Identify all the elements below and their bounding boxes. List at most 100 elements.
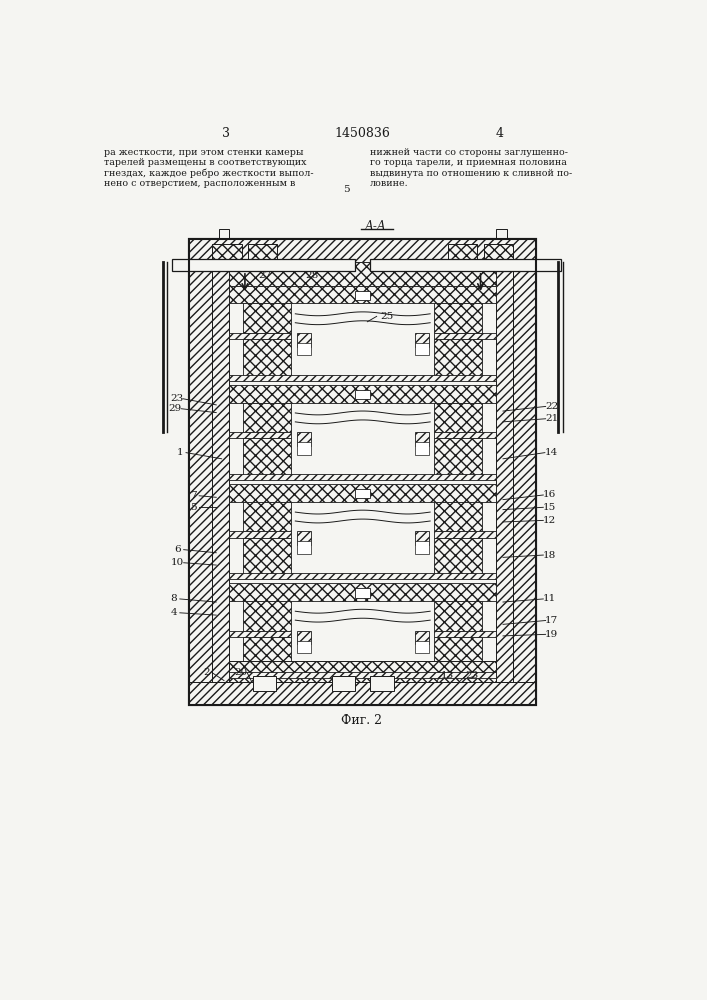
Bar bbox=[230, 333, 291, 339]
Bar bbox=[414, 432, 428, 446]
Bar bbox=[243, 403, 291, 432]
Text: тарелей размещены в соответствующих: тарелей размещены в соответствующих bbox=[104, 158, 306, 167]
Bar bbox=[230, 474, 496, 480]
Bar bbox=[230, 375, 496, 381]
Text: 29: 29 bbox=[168, 404, 182, 413]
Text: нижней части со стороны заглушенно-: нижней части со стороны заглушенно- bbox=[370, 148, 568, 157]
Bar bbox=[370, 676, 394, 691]
Bar bbox=[370, 259, 561, 271]
Bar bbox=[434, 637, 482, 675]
Text: Фиг. 2: Фиг. 2 bbox=[341, 714, 382, 727]
Text: 1: 1 bbox=[177, 448, 183, 457]
Text: 12: 12 bbox=[543, 516, 556, 525]
Bar bbox=[496, 229, 507, 239]
Bar bbox=[297, 333, 311, 347]
Text: 5: 5 bbox=[343, 185, 350, 194]
Bar bbox=[414, 442, 428, 455]
Bar bbox=[297, 531, 311, 545]
Bar bbox=[230, 286, 496, 303]
Bar bbox=[230, 573, 496, 579]
Text: 27: 27 bbox=[259, 271, 271, 280]
Bar bbox=[243, 601, 291, 631]
Bar bbox=[434, 303, 482, 333]
Text: гнездах, каждое ребро жесткости выпол-: гнездах, каждое ребро жесткости выпол- bbox=[104, 169, 313, 178]
Text: 23: 23 bbox=[465, 671, 479, 680]
Text: А-А: А-А bbox=[364, 220, 386, 233]
Bar bbox=[243, 339, 291, 378]
Bar bbox=[496, 262, 513, 682]
Text: 11: 11 bbox=[543, 594, 556, 603]
Text: 22: 22 bbox=[545, 402, 559, 411]
Text: 21: 21 bbox=[545, 414, 559, 423]
Bar bbox=[218, 229, 230, 239]
Bar bbox=[297, 343, 311, 355]
Bar bbox=[414, 541, 428, 554]
Text: 14: 14 bbox=[544, 448, 558, 457]
Text: 18: 18 bbox=[543, 551, 556, 560]
Bar bbox=[212, 262, 230, 682]
Bar bbox=[484, 244, 513, 261]
Bar bbox=[243, 637, 291, 675]
Text: 10: 10 bbox=[171, 558, 184, 567]
Bar bbox=[248, 244, 277, 261]
Bar bbox=[434, 631, 496, 637]
Bar bbox=[243, 438, 291, 477]
Bar bbox=[434, 333, 496, 339]
Bar bbox=[212, 244, 242, 261]
Bar bbox=[355, 489, 370, 498]
Bar bbox=[230, 531, 291, 538]
Text: нено с отверстием, расположенным в: нено с отверстием, расположенным в bbox=[104, 179, 296, 188]
Bar bbox=[434, 339, 482, 378]
Bar bbox=[434, 531, 496, 538]
Text: 8: 8 bbox=[170, 594, 177, 603]
Text: го торца тарели, и приемная половина: го торца тарели, и приемная половина bbox=[370, 158, 566, 167]
Bar bbox=[252, 676, 276, 691]
Text: 1450836: 1450836 bbox=[334, 127, 390, 140]
Text: 6: 6 bbox=[174, 545, 181, 554]
Bar bbox=[243, 303, 291, 333]
Text: 7: 7 bbox=[189, 491, 197, 500]
Text: ра жесткости, при этом стенки камеры: ра жесткости, при этом стенки камеры bbox=[104, 148, 303, 157]
Bar bbox=[189, 239, 537, 705]
Bar bbox=[434, 538, 482, 576]
Bar bbox=[414, 333, 428, 347]
Text: ловине.: ловине. bbox=[370, 179, 409, 188]
Bar bbox=[414, 531, 428, 545]
Text: 19: 19 bbox=[545, 630, 559, 639]
Bar bbox=[230, 583, 496, 601]
Bar bbox=[297, 432, 311, 446]
Bar bbox=[297, 641, 311, 653]
Bar bbox=[434, 432, 496, 438]
Bar bbox=[189, 239, 537, 705]
Bar bbox=[414, 631, 428, 644]
Text: 23: 23 bbox=[170, 394, 183, 403]
Bar bbox=[434, 438, 482, 477]
Bar bbox=[414, 343, 428, 355]
Text: 16: 16 bbox=[543, 490, 556, 499]
Bar bbox=[297, 442, 311, 455]
Bar bbox=[414, 641, 428, 653]
Bar bbox=[355, 390, 370, 399]
Text: 5: 5 bbox=[189, 503, 197, 512]
Bar bbox=[448, 244, 477, 261]
Bar bbox=[230, 262, 496, 286]
Bar bbox=[243, 502, 291, 531]
Bar bbox=[434, 601, 482, 631]
Text: 2: 2 bbox=[203, 668, 209, 677]
Bar bbox=[355, 588, 370, 598]
Bar bbox=[230, 672, 496, 678]
Bar bbox=[230, 432, 291, 438]
Text: 4: 4 bbox=[170, 608, 177, 617]
Text: 25: 25 bbox=[380, 312, 393, 321]
Bar bbox=[434, 502, 482, 531]
Bar bbox=[230, 385, 496, 403]
Text: 4: 4 bbox=[495, 127, 503, 140]
Bar bbox=[189, 239, 212, 705]
Bar bbox=[434, 403, 482, 432]
Bar bbox=[189, 239, 537, 262]
Bar bbox=[297, 631, 311, 644]
Bar bbox=[230, 484, 496, 502]
Bar bbox=[230, 661, 496, 682]
Bar bbox=[513, 239, 537, 705]
Bar bbox=[297, 541, 311, 554]
